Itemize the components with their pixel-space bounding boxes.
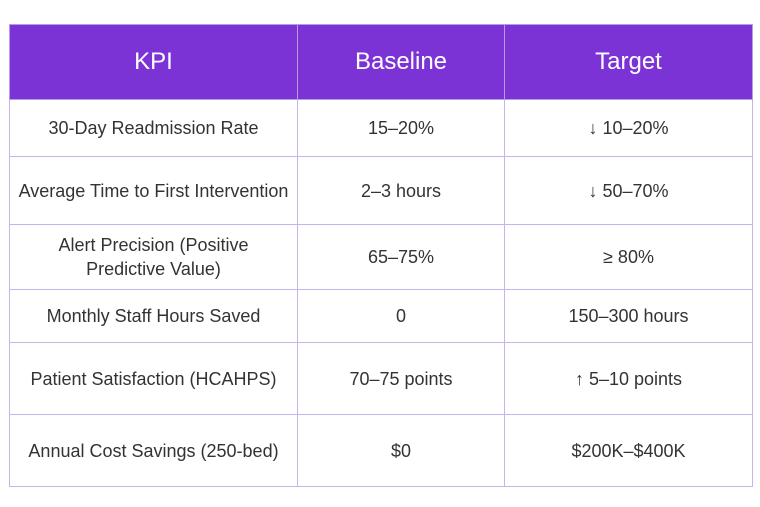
table-row: Patient Satisfaction (HCAHPS) 70–75 poin… [9, 342, 753, 415]
kpi-cell: Annual Cost Savings (250-bed) [9, 414, 298, 487]
table-row: Alert Precision (Positive Predictive Val… [9, 224, 753, 290]
target-cell: ↓ 10–20% [504, 99, 753, 157]
kpi-table: KPI Baseline Target 30-Day Readmission R… [9, 24, 753, 487]
table-row: Annual Cost Savings (250-bed) $0 $200K–$… [9, 414, 753, 487]
header-baseline: Baseline [297, 24, 505, 100]
header-row: KPI Baseline Target [9, 24, 753, 100]
baseline-cell: 0 [297, 289, 505, 343]
baseline-cell: 15–20% [297, 99, 505, 157]
baseline-cell: 70–75 points [297, 342, 505, 415]
kpi-cell: Average Time to First Intervention [9, 156, 298, 225]
table-header: KPI Baseline Target [9, 24, 753, 100]
target-cell: ↑ 5–10 points [504, 342, 753, 415]
baseline-cell: $0 [297, 414, 505, 487]
baseline-cell: 65–75% [297, 224, 505, 290]
table-row: 30-Day Readmission Rate 15–20% ↓ 10–20% [9, 99, 753, 157]
kpi-cell: Monthly Staff Hours Saved [9, 289, 298, 343]
target-cell: 150–300 hours [504, 289, 753, 343]
target-cell: $200K–$400K [504, 414, 753, 487]
table-row: Monthly Staff Hours Saved 0 150–300 hour… [9, 289, 753, 343]
kpi-cell: 30-Day Readmission Rate [9, 99, 298, 157]
target-cell: ↓ 50–70% [504, 156, 753, 225]
target-cell: ≥ 80% [504, 224, 753, 290]
table-row: Average Time to First Intervention 2–3 h… [9, 156, 753, 225]
baseline-cell: 2–3 hours [297, 156, 505, 225]
table-body: 30-Day Readmission Rate 15–20% ↓ 10–20% … [9, 99, 753, 487]
header-kpi: KPI [9, 24, 298, 100]
header-target: Target [504, 24, 753, 100]
kpi-cell: Patient Satisfaction (HCAHPS) [9, 342, 298, 415]
kpi-cell: Alert Precision (Positive Predictive Val… [9, 224, 298, 290]
